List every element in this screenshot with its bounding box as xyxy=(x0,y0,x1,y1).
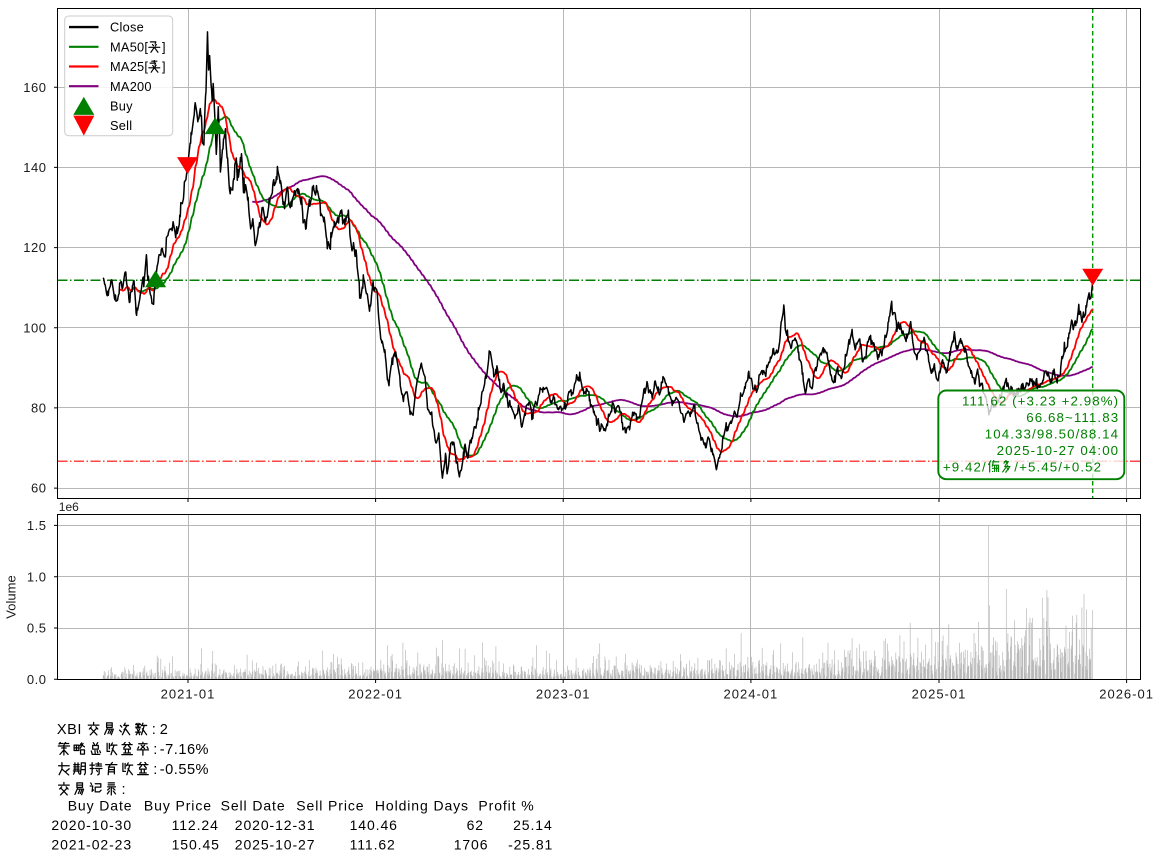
svg-text:80: 80 xyxy=(31,401,46,416)
svg-text:Sell: Sell xyxy=(110,118,132,133)
svg-text:Holding Days: Holding Days xyxy=(375,798,469,814)
svg-text:Sell Date: Sell Date xyxy=(221,798,286,814)
svg-text:2020-10-30: 2020-10-30 xyxy=(51,817,132,833)
svg-text:160: 160 xyxy=(23,80,46,95)
svg-text:2023-01: 2023-01 xyxy=(536,686,591,701)
svg-text:25.14: 25.14 xyxy=(513,817,553,833)
svg-text:140: 140 xyxy=(23,160,46,175)
svg-text::: : xyxy=(152,722,156,738)
svg-text:2: 2 xyxy=(160,722,168,738)
svg-text:66.68~111.83: 66.68~111.83 xyxy=(1026,410,1119,425)
svg-text:1706: 1706 xyxy=(454,836,489,852)
svg-text:140.46: 140.46 xyxy=(350,817,398,833)
svg-text::: : xyxy=(122,782,126,798)
svg-text::: : xyxy=(153,742,157,758)
svg-text:XBI: XBI xyxy=(57,722,82,738)
svg-text:Buy: Buy xyxy=(110,99,133,114)
svg-text:0.5: 0.5 xyxy=(27,621,47,636)
svg-text:2024-01: 2024-01 xyxy=(724,686,779,701)
svg-text:1.0: 1.0 xyxy=(27,569,47,584)
svg-text:2020-12-31: 2020-12-31 xyxy=(235,817,316,833)
svg-text:2022-01: 2022-01 xyxy=(348,686,403,701)
svg-text:2025-10-27 04:00: 2025-10-27 04:00 xyxy=(997,443,1120,458)
svg-text:-7.16%: -7.16% xyxy=(160,742,209,758)
svg-text:112.24: 112.24 xyxy=(172,817,219,833)
svg-text:Profit %: Profit % xyxy=(478,798,534,814)
svg-text::: : xyxy=(153,762,157,778)
svg-text:62: 62 xyxy=(467,817,484,833)
svg-text:Buy Price: Buy Price xyxy=(144,798,212,814)
svg-text:MA25[: MA25[ xyxy=(110,59,148,74)
svg-text:2025-10-27: 2025-10-27 xyxy=(235,836,316,852)
svg-text:1.5: 1.5 xyxy=(27,518,47,533)
svg-text:2025-01: 2025-01 xyxy=(912,686,967,701)
svg-text:MA200: MA200 xyxy=(110,79,152,94)
svg-text:Buy Date: Buy Date xyxy=(68,798,133,814)
svg-text:2021-02-23: 2021-02-23 xyxy=(51,836,132,852)
svg-text:1e6: 1e6 xyxy=(59,500,79,514)
svg-text:-0.55%: -0.55% xyxy=(160,762,209,778)
svg-text:120: 120 xyxy=(23,240,46,255)
svg-text:Sell Price: Sell Price xyxy=(296,798,364,814)
svg-text:Volume: Volume xyxy=(4,575,19,618)
svg-text:/+5.45/+0.52: /+5.45/+0.52 xyxy=(1014,460,1102,475)
svg-text:150.45: 150.45 xyxy=(172,836,220,852)
svg-text:111.62 (+3.23 +2.98%): 111.62 (+3.23 +2.98%) xyxy=(962,394,1119,409)
svg-text:104.33/98.50/88.14: 104.33/98.50/88.14 xyxy=(985,427,1119,442)
svg-text:2026-01: 2026-01 xyxy=(1099,686,1154,701)
svg-text:Close: Close xyxy=(110,20,144,35)
svg-text:100: 100 xyxy=(23,320,46,335)
svg-text:-25.81: -25.81 xyxy=(508,836,553,852)
svg-text:111.62: 111.62 xyxy=(350,836,396,852)
svg-text:0.0: 0.0 xyxy=(27,672,47,687)
svg-text:60: 60 xyxy=(31,481,46,496)
svg-text:2021-01: 2021-01 xyxy=(161,686,216,701)
svg-text:]: ] xyxy=(162,39,166,54)
svg-text:+9.42/: +9.42/ xyxy=(943,460,987,475)
svg-text:MA50[: MA50[ xyxy=(110,39,148,54)
svg-text:]: ] xyxy=(162,59,166,74)
